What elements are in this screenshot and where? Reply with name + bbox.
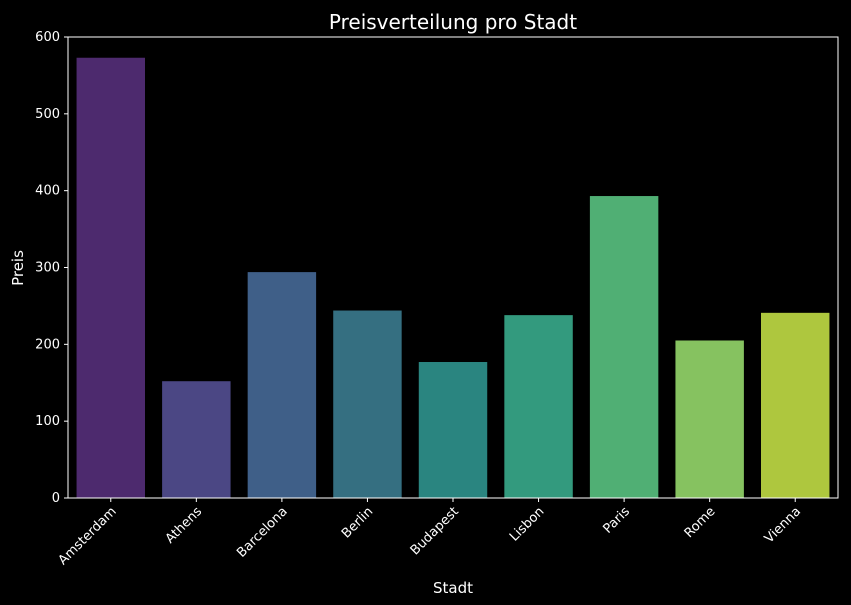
- y-tick-label: 400: [35, 184, 60, 199]
- y-axis-label: Preis: [9, 250, 27, 286]
- bar-berlin: [333, 310, 402, 498]
- bars-group: [76, 57, 830, 499]
- bar-barcelona: [247, 272, 317, 498]
- bar-budapest: [418, 362, 488, 498]
- y-tick-label: 300: [35, 261, 60, 276]
- x-tick-label: Vienna: [762, 504, 804, 546]
- y-tick-label: 600: [35, 30, 60, 45]
- bar-vienna: [761, 312, 830, 498]
- y-tick-label: 500: [35, 107, 60, 122]
- x-tick-label: Berlin: [339, 504, 376, 541]
- plot-frame: [67, 36, 839, 499]
- x-tick-label: Lisbon: [507, 504, 547, 544]
- y-tick-label: 100: [35, 414, 60, 429]
- x-axis-label: Stadt: [433, 579, 473, 597]
- x-tick-label: Barcelona: [234, 504, 290, 560]
- chart-title: Preisverteilung pro Stadt: [329, 10, 577, 34]
- x-tick-label: Paris: [600, 504, 633, 537]
- bar-paris: [589, 196, 659, 499]
- bar-amsterdam: [76, 57, 145, 499]
- bar-rome: [675, 340, 744, 498]
- x-tick-label: Athens: [163, 504, 206, 547]
- y-tick-label: 0: [52, 491, 60, 506]
- bar-athens: [162, 381, 231, 498]
- y-tick-label: 200: [35, 337, 60, 352]
- x-tick-label: Rome: [682, 504, 719, 541]
- x-tick-label: Budapest: [408, 504, 462, 558]
- bar-lisbon: [504, 315, 573, 498]
- x-tick-label: Amsterdam: [56, 504, 120, 568]
